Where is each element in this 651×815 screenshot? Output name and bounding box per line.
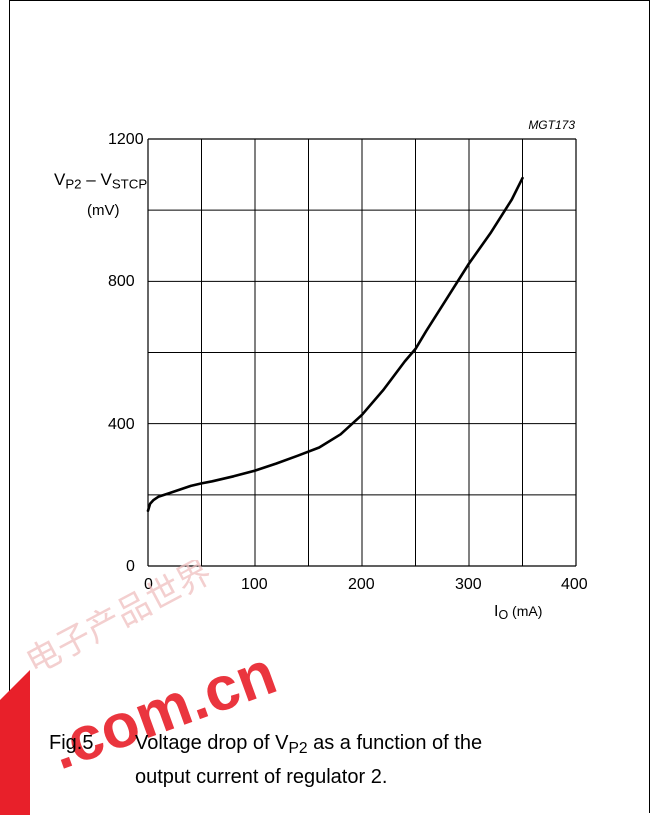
- x-tick-label-0: 0: [144, 576, 153, 593]
- chart: [146, 138, 577, 567]
- caption-number: Fig.5: [49, 732, 94, 754]
- y-axis-unit: (mV): [87, 202, 120, 219]
- y-tick-label-800: 800: [108, 273, 135, 290]
- figure-frame: [9, 0, 650, 813]
- figure-id: MGT173: [528, 118, 575, 132]
- caption-line-1: Fig.5 Voltage drop of VP2 as a function o…: [49, 729, 482, 763]
- y-axis-label: VP2 – VSTCP: [54, 170, 148, 192]
- caption-line-2: output current of regulator 2.: [135, 765, 388, 788]
- chart-grid: [147, 138, 577, 567]
- x-tick-label-100: 100: [241, 576, 268, 593]
- x-tick-label-400: 400: [561, 576, 588, 593]
- y-tick-label-1200: 1200: [108, 131, 144, 148]
- chart-series: [146, 176, 524, 513]
- y-tick-label-400: 400: [108, 416, 135, 433]
- x-tick-label-200: 200: [348, 576, 375, 593]
- figure-caption: Fig.5 Voltage drop of VP2 as a function o…: [49, 729, 482, 792]
- y-tick-label-0: 0: [126, 558, 135, 575]
- series-line: [146, 176, 524, 513]
- x-tick-label-300: 300: [455, 576, 482, 593]
- x-axis-label: IO (mA): [494, 603, 543, 623]
